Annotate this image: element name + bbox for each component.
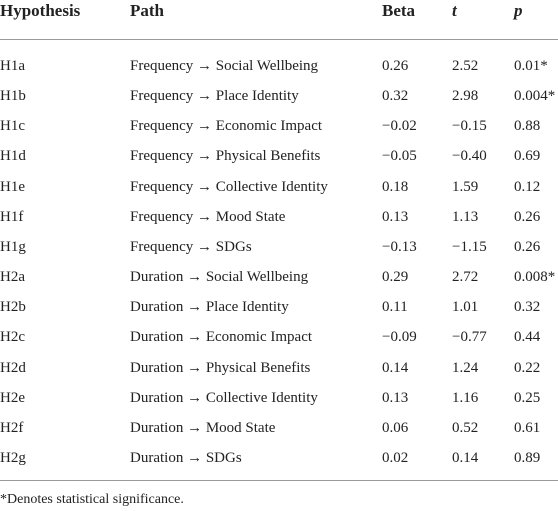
table-cell: 0.61: [514, 419, 541, 436]
table-cell: Duration → Economic Impact: [130, 329, 313, 346]
table-cell: 0.11: [382, 299, 408, 316]
table-cell: −0.40: [452, 148, 487, 165]
table-cell: Frequency → Physical Benefits: [130, 148, 321, 165]
table-cell: 1.13: [452, 208, 479, 225]
table-cell: 0.89: [514, 449, 541, 466]
table-cell: 1.59: [452, 178, 479, 195]
table-cell: 0.14: [452, 449, 479, 466]
column-header: Hypothesis: [0, 1, 81, 20]
table-cell: 0.32: [514, 299, 541, 316]
table-cell: Frequency → Economic Impact: [130, 118, 323, 135]
table-cell: 2.98: [452, 88, 479, 105]
column-header: Path: [130, 1, 164, 20]
table-cell: Frequency → Place Identity: [130, 88, 299, 105]
table-cell: 0.29: [382, 269, 409, 286]
table-cell: H1c: [0, 118, 25, 135]
table-cell: H2c: [0, 329, 25, 346]
table-cell: 0.52: [452, 419, 479, 436]
table-cell: −0.15: [452, 118, 487, 135]
table-cell: 2.52: [452, 58, 479, 74]
table-cell: 0.26: [514, 238, 541, 255]
table-cell: −0.77: [452, 329, 487, 346]
table-cell: H2b: [0, 299, 26, 316]
table-cell: 0.13: [382, 208, 409, 225]
table-cell: 0.12: [514, 178, 541, 195]
column-header: p: [514, 1, 523, 20]
table-cell: H1d: [0, 148, 26, 165]
table-cell: 0.44: [514, 329, 541, 346]
table-cell: 0.01*: [514, 58, 548, 74]
table-cell: −1.15: [452, 238, 487, 255]
table-cell: 0.18: [382, 178, 409, 195]
table-cell: 0.88: [514, 118, 541, 135]
table-cell: H1a: [0, 58, 25, 74]
table-cell: 0.008*: [514, 269, 556, 286]
table-cell: H2f: [0, 419, 24, 436]
table-cell: Frequency → Collective Identity: [130, 178, 328, 195]
footnote: *Denotes statistical significance.: [0, 492, 184, 507]
table-cell: 0.13: [382, 389, 409, 406]
table-cell: Frequency → Mood State: [130, 208, 286, 225]
table-cell: 0.14: [382, 359, 409, 376]
table-cell: H2g: [0, 449, 26, 466]
table-cell: H2a: [0, 269, 25, 286]
table-cell: Duration → Collective Identity: [130, 389, 318, 406]
table-cell: 0.26: [514, 208, 541, 225]
table-cell: Duration → Place Identity: [130, 299, 289, 316]
table-cell: Duration → SDGs: [130, 449, 242, 466]
table-cell: −0.05: [382, 148, 417, 165]
table-cell: 1.01: [452, 299, 479, 316]
table-cell: 0.69: [514, 148, 541, 165]
column-header: t: [452, 1, 457, 20]
table-cell: H1g: [0, 238, 26, 255]
table-cell: Frequency → Social Wellbeing: [130, 58, 319, 74]
table-cell: 0.26: [382, 58, 409, 74]
table-cell: Duration → Social Wellbeing: [130, 269, 309, 286]
table-cell: 0.25: [514, 389, 541, 406]
table-cell: −0.13: [382, 238, 417, 255]
table-cell: 1.16: [452, 389, 479, 406]
table-cell: −0.09: [382, 329, 417, 346]
table-cell: 0.22: [514, 359, 541, 376]
table-cell: Duration → Physical Benefits: [130, 359, 311, 376]
table-cell: H2d: [0, 359, 26, 376]
header-rule: [0, 39, 558, 40]
table-cell: H1e: [0, 178, 25, 195]
table-cell: 0.32: [382, 88, 409, 105]
column-header: Beta: [382, 1, 416, 20]
table-cell: Frequency → SDGs: [130, 238, 252, 255]
table-cell: H1b: [0, 88, 26, 105]
table-cell: Duration → Mood State: [130, 419, 276, 436]
table-cell: −0.02: [382, 118, 417, 135]
table-cell: 0.06: [382, 419, 409, 436]
table-cell: H1f: [0, 208, 24, 225]
bottom-rule: [0, 480, 558, 481]
table-cell: H2e: [0, 389, 25, 406]
table-cell: 1.24: [452, 359, 479, 376]
table-cell: 0.02: [382, 449, 409, 466]
table-cell: 0.004*: [514, 88, 556, 105]
table-cell: 2.72: [452, 269, 479, 286]
